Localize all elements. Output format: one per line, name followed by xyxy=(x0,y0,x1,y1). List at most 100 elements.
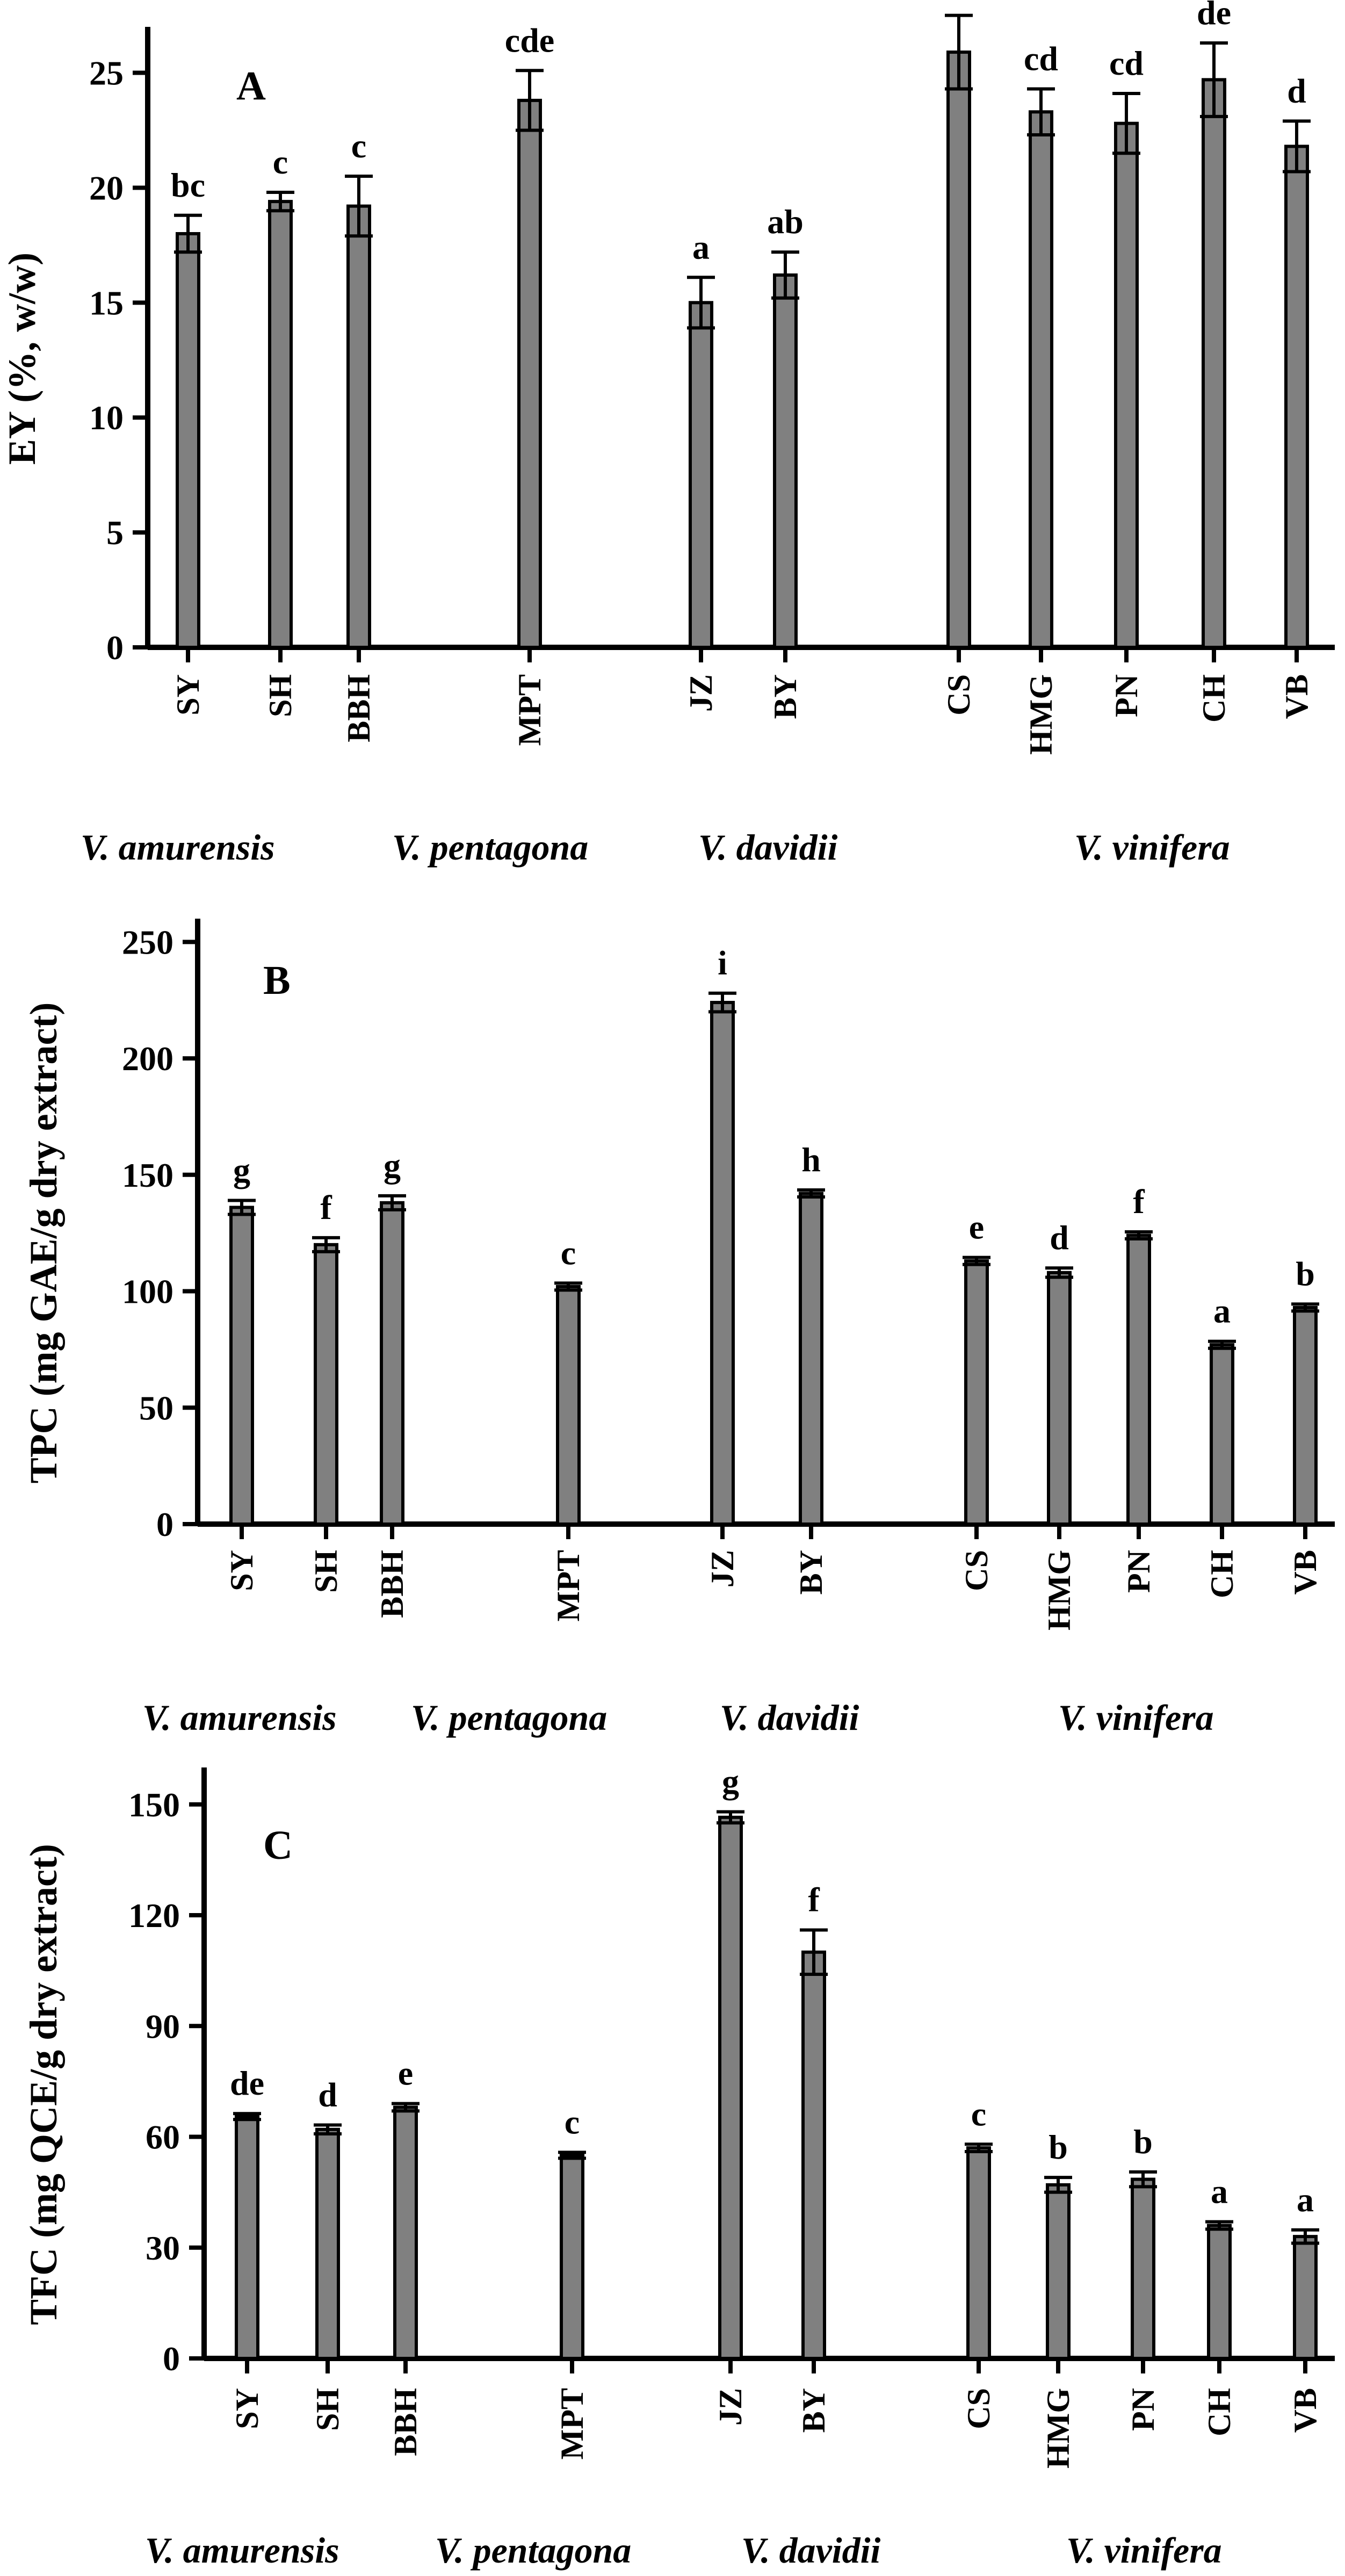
y-tick-label: 120 xyxy=(128,1896,180,1935)
significance-label: c xyxy=(561,1233,576,1272)
bar xyxy=(315,2127,340,2360)
significance-label: de xyxy=(230,2064,264,2102)
bar xyxy=(964,1259,989,1526)
y-tick-label: 250 xyxy=(122,923,173,961)
x-tick-label: CS xyxy=(959,1550,994,1591)
x-tick-label: HMG xyxy=(1023,674,1059,755)
y-axis-label: TFC (mg QCE/g dry extract) xyxy=(22,1844,65,2325)
significance-label: c xyxy=(351,127,366,165)
species-group-label: V. davidii xyxy=(720,1697,859,1738)
species-group-label: V. amurensis xyxy=(145,2530,339,2571)
significance-label: f xyxy=(1133,1182,1145,1221)
x-tick-label: VB xyxy=(1288,2388,1323,2433)
x-tick-label: SY xyxy=(229,2388,265,2429)
significance-label: ab xyxy=(767,203,804,241)
x-tick-label: CS xyxy=(961,2388,996,2429)
panel-label: C xyxy=(263,1823,293,1868)
chart-panel-b: 0 50 100 150 200 250 TPC (mg GAE/g dry extract… xyxy=(22,919,1335,1738)
y-tick-label: 0 xyxy=(163,2340,180,2378)
x-tick-label: PN xyxy=(1121,1550,1156,1593)
bar xyxy=(229,1206,254,1526)
bar xyxy=(1126,1233,1151,1526)
bar xyxy=(393,2105,418,2360)
bar xyxy=(556,1285,581,1526)
species-group-label: V. davidii xyxy=(698,827,838,868)
y-tick-label: 100 xyxy=(122,1273,173,1311)
chart-panel-c: 0 30 60 90 120 150 TFC (mg QCE/g dry extract) C… xyxy=(22,1763,1335,2571)
bar xyxy=(1210,1343,1234,1526)
y-axis-label: TPC (mg GAE/g dry extract) xyxy=(22,1002,65,1484)
bar xyxy=(176,232,200,649)
significance-label: e xyxy=(951,0,966,4)
x-tick-label: JZ xyxy=(683,674,719,712)
species-group-label: V. amurensis xyxy=(81,827,275,868)
x-tick-label: CS xyxy=(941,674,977,716)
significance-label: a xyxy=(1213,1292,1231,1330)
bar xyxy=(235,2115,259,2360)
significance-label: bc xyxy=(171,166,205,204)
x-tick-label: BBH xyxy=(374,1550,410,1618)
x-tick-label: VB xyxy=(1288,1550,1323,1594)
species-group-label: V. vinifera xyxy=(1074,827,1230,868)
bar xyxy=(517,98,542,649)
bar xyxy=(346,204,371,649)
bar xyxy=(1207,2224,1232,2360)
y-tick-label: 25 xyxy=(89,54,124,92)
x-tick-label: SY xyxy=(224,1550,259,1591)
significance-label: b xyxy=(1296,1254,1315,1293)
bar xyxy=(560,2153,584,2360)
bar xyxy=(1114,121,1139,649)
species-group-label: V. vinifera xyxy=(1058,1697,1214,1738)
bar xyxy=(799,1192,823,1526)
significance-label: f xyxy=(808,1881,820,1919)
significance-label: g xyxy=(384,1146,401,1185)
y-tick-label: 90 xyxy=(146,2007,180,2045)
bar xyxy=(946,50,971,650)
x-tick-label: BY xyxy=(793,1550,829,1594)
y-tick-label: 200 xyxy=(122,1040,173,1078)
bar xyxy=(689,301,713,649)
significance-label: d xyxy=(1050,1218,1069,1257)
significance-label: a xyxy=(692,228,710,266)
x-tick-label: CH xyxy=(1196,674,1232,723)
significance-label: cd xyxy=(1024,40,1058,78)
x-tick-label: SY xyxy=(170,674,206,716)
panel-label: B xyxy=(263,958,291,1003)
significance-label: e xyxy=(398,2054,413,2092)
y-tick-label: 150 xyxy=(128,1786,180,1824)
x-tick-label: BY xyxy=(768,674,803,719)
bar xyxy=(710,1001,735,1526)
bar xyxy=(268,200,293,650)
significance-label: d xyxy=(1287,71,1306,110)
significance-label: b xyxy=(1048,2128,1068,2166)
y-tick-label: 5 xyxy=(106,514,124,552)
bar xyxy=(1284,145,1309,649)
x-tick-label: SH xyxy=(310,2388,345,2431)
x-tick-label: PN xyxy=(1125,2388,1161,2431)
significance-label: de xyxy=(1197,0,1231,32)
x-tick-label: BY xyxy=(796,2388,831,2433)
species-group-label: V. pentagona xyxy=(392,827,588,868)
bar xyxy=(801,1950,826,2360)
x-tick-label: PN xyxy=(1109,674,1144,717)
significance-label: a xyxy=(1211,2173,1228,2211)
y-tick-label: 15 xyxy=(89,284,124,322)
y-tick-label: 10 xyxy=(89,399,124,437)
bar xyxy=(1293,1305,1318,1526)
x-tick-label: MPT xyxy=(512,674,547,746)
bar xyxy=(1202,78,1226,649)
significance-label: i xyxy=(718,944,727,982)
y-tick-label: 30 xyxy=(146,2229,180,2267)
x-tick-label: MPT xyxy=(551,1550,586,1621)
significance-label: a xyxy=(1297,2181,1314,2219)
species-group-label: V. amurensis xyxy=(142,1697,337,1738)
bar xyxy=(1131,2177,1155,2360)
bar xyxy=(1046,2183,1071,2360)
y-tick-label: 0 xyxy=(156,1505,173,1543)
x-tick-label: JZ xyxy=(713,2388,748,2426)
x-tick-label: HMG xyxy=(1040,2388,1076,2469)
x-tick-label: VB xyxy=(1279,674,1314,719)
panel-label: A xyxy=(236,63,266,109)
species-group-label: V. vinifera xyxy=(1066,2530,1222,2571)
